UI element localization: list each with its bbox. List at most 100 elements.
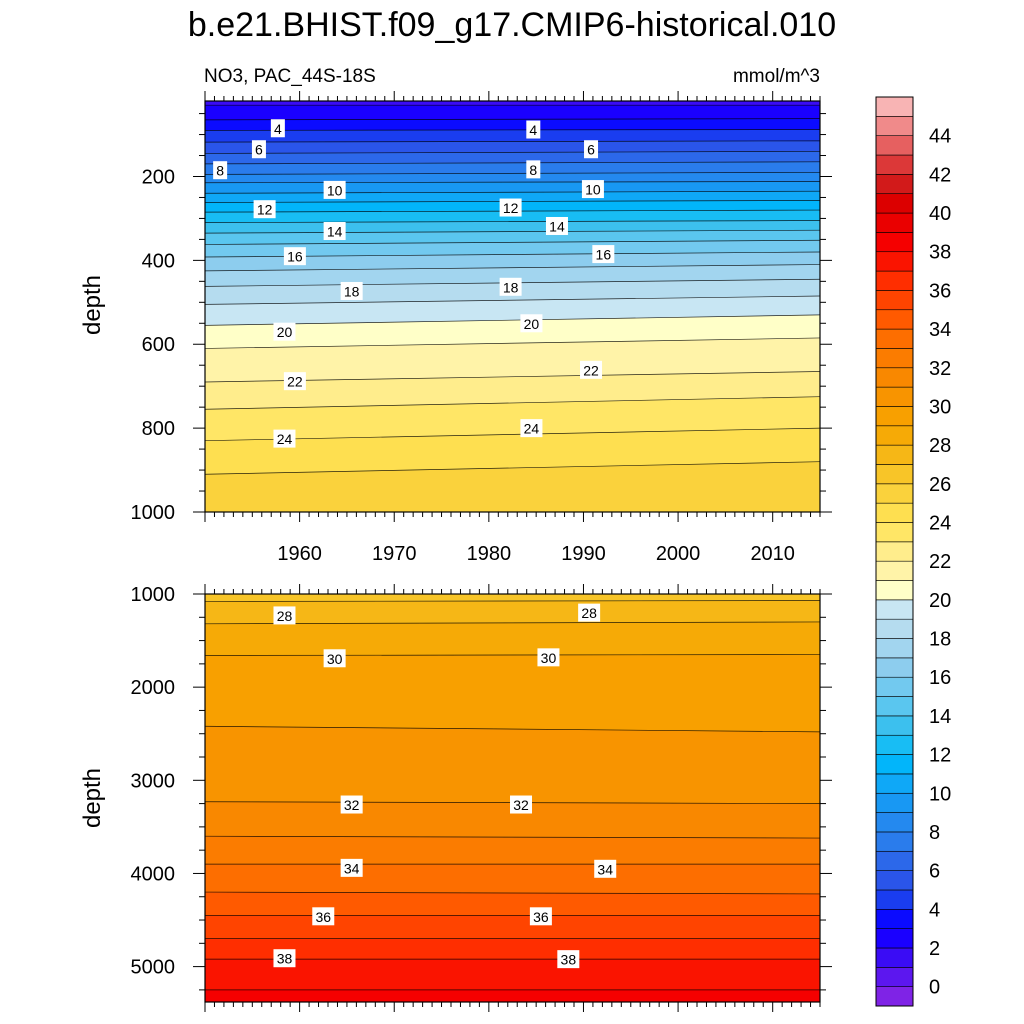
upper-contour-line	[205, 118, 820, 121]
upper-contour-label: 24	[524, 421, 540, 437]
chart-subtitle-left: NO3, PAC_44S-18S	[204, 66, 376, 87]
colorbar-swatch	[875, 831, 914, 852]
lower-y-tick-label: 5000	[131, 957, 176, 979]
colorbar-swatch	[875, 309, 914, 330]
upper-y-tick-label: 600	[142, 334, 175, 356]
colorbar-swatch	[875, 290, 914, 311]
upper-contour-label-box	[584, 140, 599, 159]
colorbar-swatch	[875, 696, 914, 717]
lower-contour-label: 38	[561, 952, 577, 968]
lower-contour-label-box	[312, 907, 335, 926]
upper-contour-label: 8	[529, 162, 537, 178]
colorbar-swatch	[875, 116, 914, 136]
colorbar-swatch	[875, 986, 914, 1007]
upper-contour-line	[205, 337, 820, 349]
lower-contour-label: 36	[533, 909, 549, 925]
colorbar-tick-label: 30	[929, 396, 951, 418]
upper-contour-line	[205, 150, 820, 154]
upper-contour-line	[205, 295, 820, 305]
colorbar-frame	[875, 96, 914, 1007]
upper-contour-line	[205, 181, 820, 184]
colorbar-tick-label: 22	[929, 551, 951, 573]
colorbar-swatch	[875, 483, 914, 504]
upper-contour-label-box	[273, 429, 296, 448]
upper-contour-label: 22	[287, 374, 303, 390]
colorbar-swatch	[875, 212, 914, 233]
upper-contour-label-box	[499, 277, 522, 296]
upper-x-tick-label: 1970	[372, 543, 417, 565]
colorbar-tick-label: 38	[929, 242, 951, 264]
lower-panel-fills	[205, 594, 820, 1022]
upper-contour-label-box	[499, 198, 522, 217]
lower-contour-label-box	[510, 795, 533, 814]
colorbar-tick-label: 12	[929, 745, 951, 767]
upper-contour-label: 18	[503, 279, 519, 295]
upper-y-tick-label: 400	[142, 250, 175, 272]
upper-contour-label-box	[323, 222, 346, 241]
upper-x-tick-label: 1960	[277, 543, 322, 565]
colorbar-swatch	[875, 154, 914, 175]
lower-frame	[204, 593, 821, 1003]
colorbar-swatch	[875, 444, 914, 465]
lower-contour-label-box	[340, 795, 363, 814]
colorbar-tick-label: 34	[929, 319, 951, 341]
chart-title: b.e21.BHIST.f09_g17.CMIP6-historical.010	[188, 6, 836, 44]
colorbar-tick-label: 10	[929, 783, 951, 805]
colorbar-swatch	[875, 522, 914, 543]
colorbar-tick-label: 42	[929, 164, 951, 186]
colorbar-swatch	[875, 406, 914, 427]
colorbar-tick-label: 4	[929, 899, 940, 921]
lower-contour-label: 30	[327, 651, 343, 667]
lower-contour-line	[205, 621, 820, 625]
colorbar-swatch	[875, 657, 914, 678]
lower-contour-label: 30	[541, 650, 557, 666]
colorbar-swatch	[875, 734, 914, 755]
colorbar-tick-label: 14	[929, 706, 951, 728]
lower-contour-label-box	[529, 907, 552, 926]
lower-contour-label: 28	[277, 608, 293, 624]
colorbar-swatch	[875, 425, 914, 446]
lower-band	[205, 1013, 820, 1022]
upper-contour-line	[205, 239, 820, 245]
upper-contour-label-box	[273, 322, 296, 341]
colorbar-swatch	[875, 773, 914, 794]
upper-x-tick-label: 1980	[467, 543, 512, 565]
upper-contour-line	[205, 396, 820, 410]
colorbar-swatch	[875, 464, 914, 485]
upper-contour-label-box	[592, 245, 615, 264]
upper-frame	[204, 100, 821, 513]
colorbar-tick-label: 2	[929, 938, 940, 960]
lower-contour-line	[205, 835, 820, 839]
lower-contour-label-box	[537, 648, 560, 667]
colorbar-swatch	[875, 367, 914, 388]
upper-y-tick-label: 1000	[131, 502, 176, 524]
upper-contour-label: 16	[596, 247, 612, 263]
lower-contour-label-box	[273, 606, 296, 625]
lower-contour-line	[205, 600, 820, 602]
upper-contour-label: 16	[287, 249, 303, 265]
upper-contour-label: 14	[549, 218, 565, 234]
upper-contour-label-box	[526, 120, 541, 139]
colorbar-swatch	[875, 502, 914, 523]
colorbar-swatch	[875, 928, 914, 949]
upper-contour-label: 6	[587, 142, 595, 158]
colorbar-tick-label: 24	[929, 512, 951, 534]
upper-panel-ylabel: depth	[79, 275, 106, 335]
upper-contour-label-box	[340, 281, 363, 300]
lower-y-tick-label: 4000	[131, 863, 176, 885]
colorbar-tick-label: 26	[929, 474, 951, 496]
colorbar-tick-label: 36	[929, 280, 951, 302]
lower-contour-label: 38	[277, 951, 293, 967]
upper-contour-label: 12	[503, 200, 519, 216]
colorbar-tick-label: 0	[929, 977, 940, 999]
upper-panel-fills	[205, 101, 820, 512]
upper-contour-label-box	[251, 140, 266, 159]
upper-contour-label: 10	[585, 182, 601, 198]
colorbar-swatch	[875, 870, 914, 891]
upper-contour-line	[205, 220, 820, 223]
upper-contour-label-box	[283, 372, 306, 391]
lower-contour-line	[205, 725, 820, 733]
colorbar-swatch	[875, 618, 914, 639]
